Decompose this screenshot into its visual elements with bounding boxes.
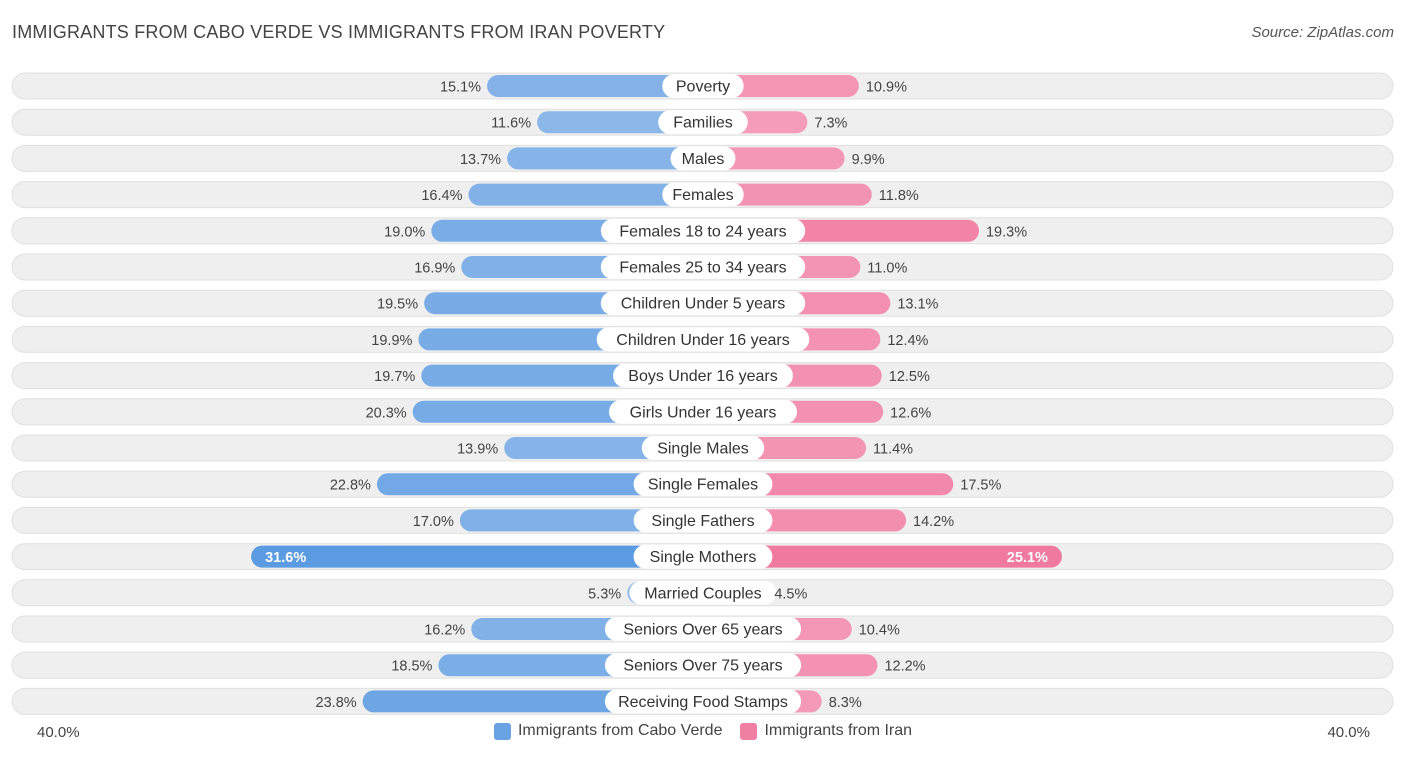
category-label: Females 18 to 24 years [619,223,786,240]
value-label-cabo-verde: 22.8% [330,478,371,494]
category-pill [633,544,773,569]
category-label: Single Fathers [651,513,754,530]
category-pill [600,291,806,316]
category-label: Receiving Food Stamps [618,694,788,711]
value-label-iran: 12.5% [889,369,930,385]
legend-label-cabo-verde: Immigrants from Cabo Verde [517,722,723,739]
bar-cabo-verde [507,147,703,170]
value-label-iran: 13.1% [897,297,938,313]
value-label-iran: 9.9% [852,152,885,168]
category-label: Females [672,187,733,204]
value-label-cabo-verde: 19.5% [377,297,418,313]
category-pill [662,182,744,207]
value-label-iran: 25.1% [1007,550,1048,566]
bar-iran [703,545,1062,568]
bar-iran [703,147,845,170]
source-label: Source: ZipAtlas.com [1251,24,1394,41]
bar-cabo-verde [468,183,703,206]
value-label-iran: 14.2% [913,514,954,530]
value-label-iran: 12.4% [887,333,928,349]
value-label-cabo-verde: 11.6% [491,116,531,132]
axis-right-label: 40.0% [1327,724,1370,741]
category-pill [658,110,748,135]
category-label: Children Under 5 years [621,296,786,313]
legend-label-iran: Immigrants from Iran [764,722,913,739]
category-pill [596,327,810,352]
category-pill [600,255,806,279]
value-label-iran: 11.4% [873,442,913,458]
category-label: Boys Under 16 years [628,368,777,385]
category-label: Seniors Over 75 years [623,658,782,675]
bar-cabo-verde [376,473,703,496]
axis-left-label: 40.0% [37,724,80,741]
legend-swatch-iran [740,722,758,740]
legend-item-cabo-verde[interactable]: Immigrants from Cabo Verde [493,722,723,740]
value-label-cabo-verde: 18.5% [391,659,432,675]
category-pill [629,580,777,605]
value-label-iran: 11.8% [879,188,919,204]
category-pill [604,689,802,714]
value-label-cabo-verde: 20.3% [366,405,407,421]
bar-cabo-verde [487,75,703,97]
value-label-cabo-verde: 16.9% [414,261,455,277]
value-label-cabo-verde: 19.0% [384,224,425,240]
value-label-cabo-verde: 23.8% [316,695,357,711]
value-label-cabo-verde: 13.9% [457,442,498,458]
category-pill [670,146,736,171]
value-label-iran: 4.5% [774,586,807,602]
category-pill [600,218,806,243]
value-label-cabo-verde: 13.7% [460,152,501,168]
category-pill [613,363,793,388]
bar-cabo-verde [251,545,703,568]
category-label: Poverty [676,79,730,96]
category-label: Females 25 to 34 years [619,260,786,277]
category-label: Married Couples [644,585,761,602]
value-label-iran: 10.4% [859,623,900,639]
value-label-cabo-verde: 19.9% [371,333,412,349]
value-label-iran: 11.0% [867,261,907,277]
category-pill [609,399,797,424]
value-label-cabo-verde: 16.2% [424,623,465,639]
category-label: Seniors Over 65 years [623,622,782,639]
value-label-iran: 8.3% [829,695,862,711]
chart-title: IMMIGRANTS FROM CABO VERDE VS IMMIGRANTS… [12,22,666,42]
value-label-cabo-verde: 31.6% [265,550,306,566]
category-pill [633,472,773,497]
category-pill [604,617,802,641]
value-label-iran: 19.3% [986,224,1027,240]
value-label-iran: 12.6% [890,405,931,421]
category-pill [604,653,802,678]
category-pill [633,508,773,533]
value-label-iran: 7.3% [814,116,847,132]
value-label-cabo-verde: 16.4% [421,188,462,204]
value-label-iran: 12.2% [884,659,925,675]
legend-item-iran[interactable]: Immigrants from Iran [740,722,912,740]
category-label: Girls Under 16 years [630,404,777,421]
category-pill [641,436,765,460]
value-label-cabo-verde: 5.3% [588,586,621,602]
category-label: Children Under 16 years [616,332,789,349]
legend-swatch-cabo-verde [493,722,511,740]
value-label-cabo-verde: 19.7% [374,369,415,385]
value-label-iran: 17.5% [960,478,1001,494]
category-label: Single Mothers [650,549,757,566]
category-label: Single Females [648,477,758,494]
category-pill [662,74,744,98]
category-label: Males [682,151,725,168]
value-label-cabo-verde: 15.1% [440,80,481,96]
category-label: Families [673,115,733,132]
category-label: Single Males [657,441,749,458]
legend: Immigrants from Cabo Verde Immigrants fr… [0,722,1406,740]
value-label-cabo-verde: 17.0% [413,514,454,530]
bar-iran [703,183,872,206]
value-label-iran: 10.9% [866,80,907,96]
